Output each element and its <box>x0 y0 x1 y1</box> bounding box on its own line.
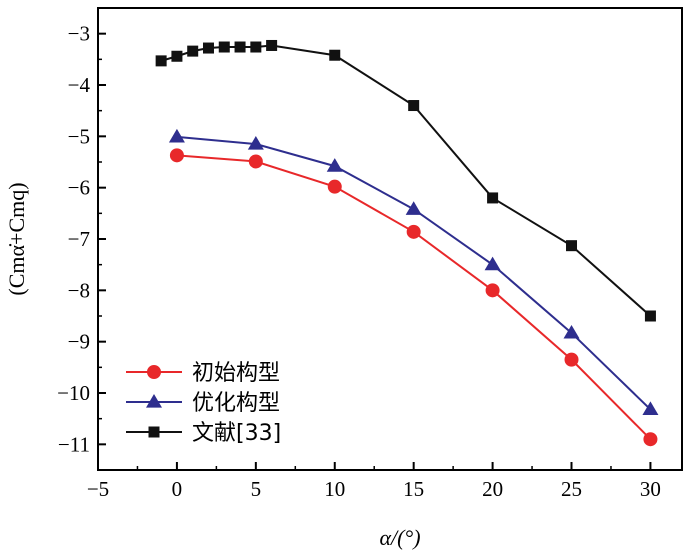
y-tick-label: −10 <box>57 381 90 405</box>
data-point <box>643 432 658 447</box>
x-axis-label: α/(°) <box>379 525 420 550</box>
x-tick-label: 30 <box>640 477 661 501</box>
legend-item: 文献[33] <box>126 421 281 446</box>
data-point <box>155 55 167 67</box>
legend-label: 初始构型 <box>192 361 280 386</box>
y-tick-label: −5 <box>68 124 90 148</box>
y-axis-label: (Cmα̇+Cmq) <box>4 182 29 295</box>
data-point <box>250 41 262 53</box>
series-line <box>160 44 652 317</box>
data-point <box>564 352 579 367</box>
legend-marker <box>146 394 162 408</box>
data-point <box>202 42 214 54</box>
data-point <box>327 179 342 194</box>
series-2 <box>168 128 659 416</box>
x-tick-label: 5 <box>251 477 262 501</box>
series-3 <box>155 39 656 322</box>
data-point <box>326 158 343 172</box>
y-tick-label: −4 <box>68 73 91 97</box>
data-point <box>218 41 230 53</box>
legend-label: 优化构型 <box>192 391 280 416</box>
x-tick-label: 20 <box>482 477 503 501</box>
y-tick-label: −9 <box>68 330 90 354</box>
data-point <box>484 256 501 271</box>
x-tick-label: 10 <box>324 477 345 501</box>
data-point <box>405 201 422 215</box>
y-tick-label: −6 <box>68 176 90 200</box>
y-tick-label: −7 <box>68 227 90 251</box>
plot-frame <box>97 7 683 471</box>
data-point <box>248 154 263 169</box>
legend-item: 初始构型 <box>126 361 280 386</box>
y-tick-label: −3 <box>68 22 90 46</box>
data-point <box>234 41 246 53</box>
x-tick-label: 0 <box>172 477 183 501</box>
data-point <box>485 283 500 298</box>
data-point <box>487 192 499 204</box>
y-tick-label: −8 <box>68 278 90 302</box>
tick-labels: −5 0 5 10 15 20 25 30 −3 −4 −5 −6 −7 −8 −9 −10 −11 <box>57 22 661 501</box>
x-tick-label: −5 <box>87 477 109 501</box>
data-point <box>168 128 185 143</box>
data-point <box>563 324 580 339</box>
data-point <box>266 39 278 51</box>
data-point <box>187 45 199 57</box>
data-point <box>642 401 659 416</box>
series-layer <box>155 39 659 447</box>
data-point <box>169 148 184 163</box>
data-point <box>406 224 421 239</box>
legend-marker <box>147 365 161 379</box>
tick-marks <box>97 32 652 470</box>
data-point <box>644 310 656 322</box>
x-tick-label: 25 <box>561 477 582 501</box>
legend-marker <box>148 426 160 438</box>
data-point <box>566 240 578 252</box>
y-tick-label: −11 <box>58 432 90 456</box>
data-point <box>247 136 264 150</box>
data-point <box>408 100 420 112</box>
x-tick-label: 15 <box>403 477 424 501</box>
data-point <box>171 50 183 62</box>
series-1 <box>169 148 658 447</box>
data-point <box>329 49 341 61</box>
legend-item: 优化构型 <box>126 391 280 416</box>
legend-label: 文献[33] <box>192 421 281 446</box>
